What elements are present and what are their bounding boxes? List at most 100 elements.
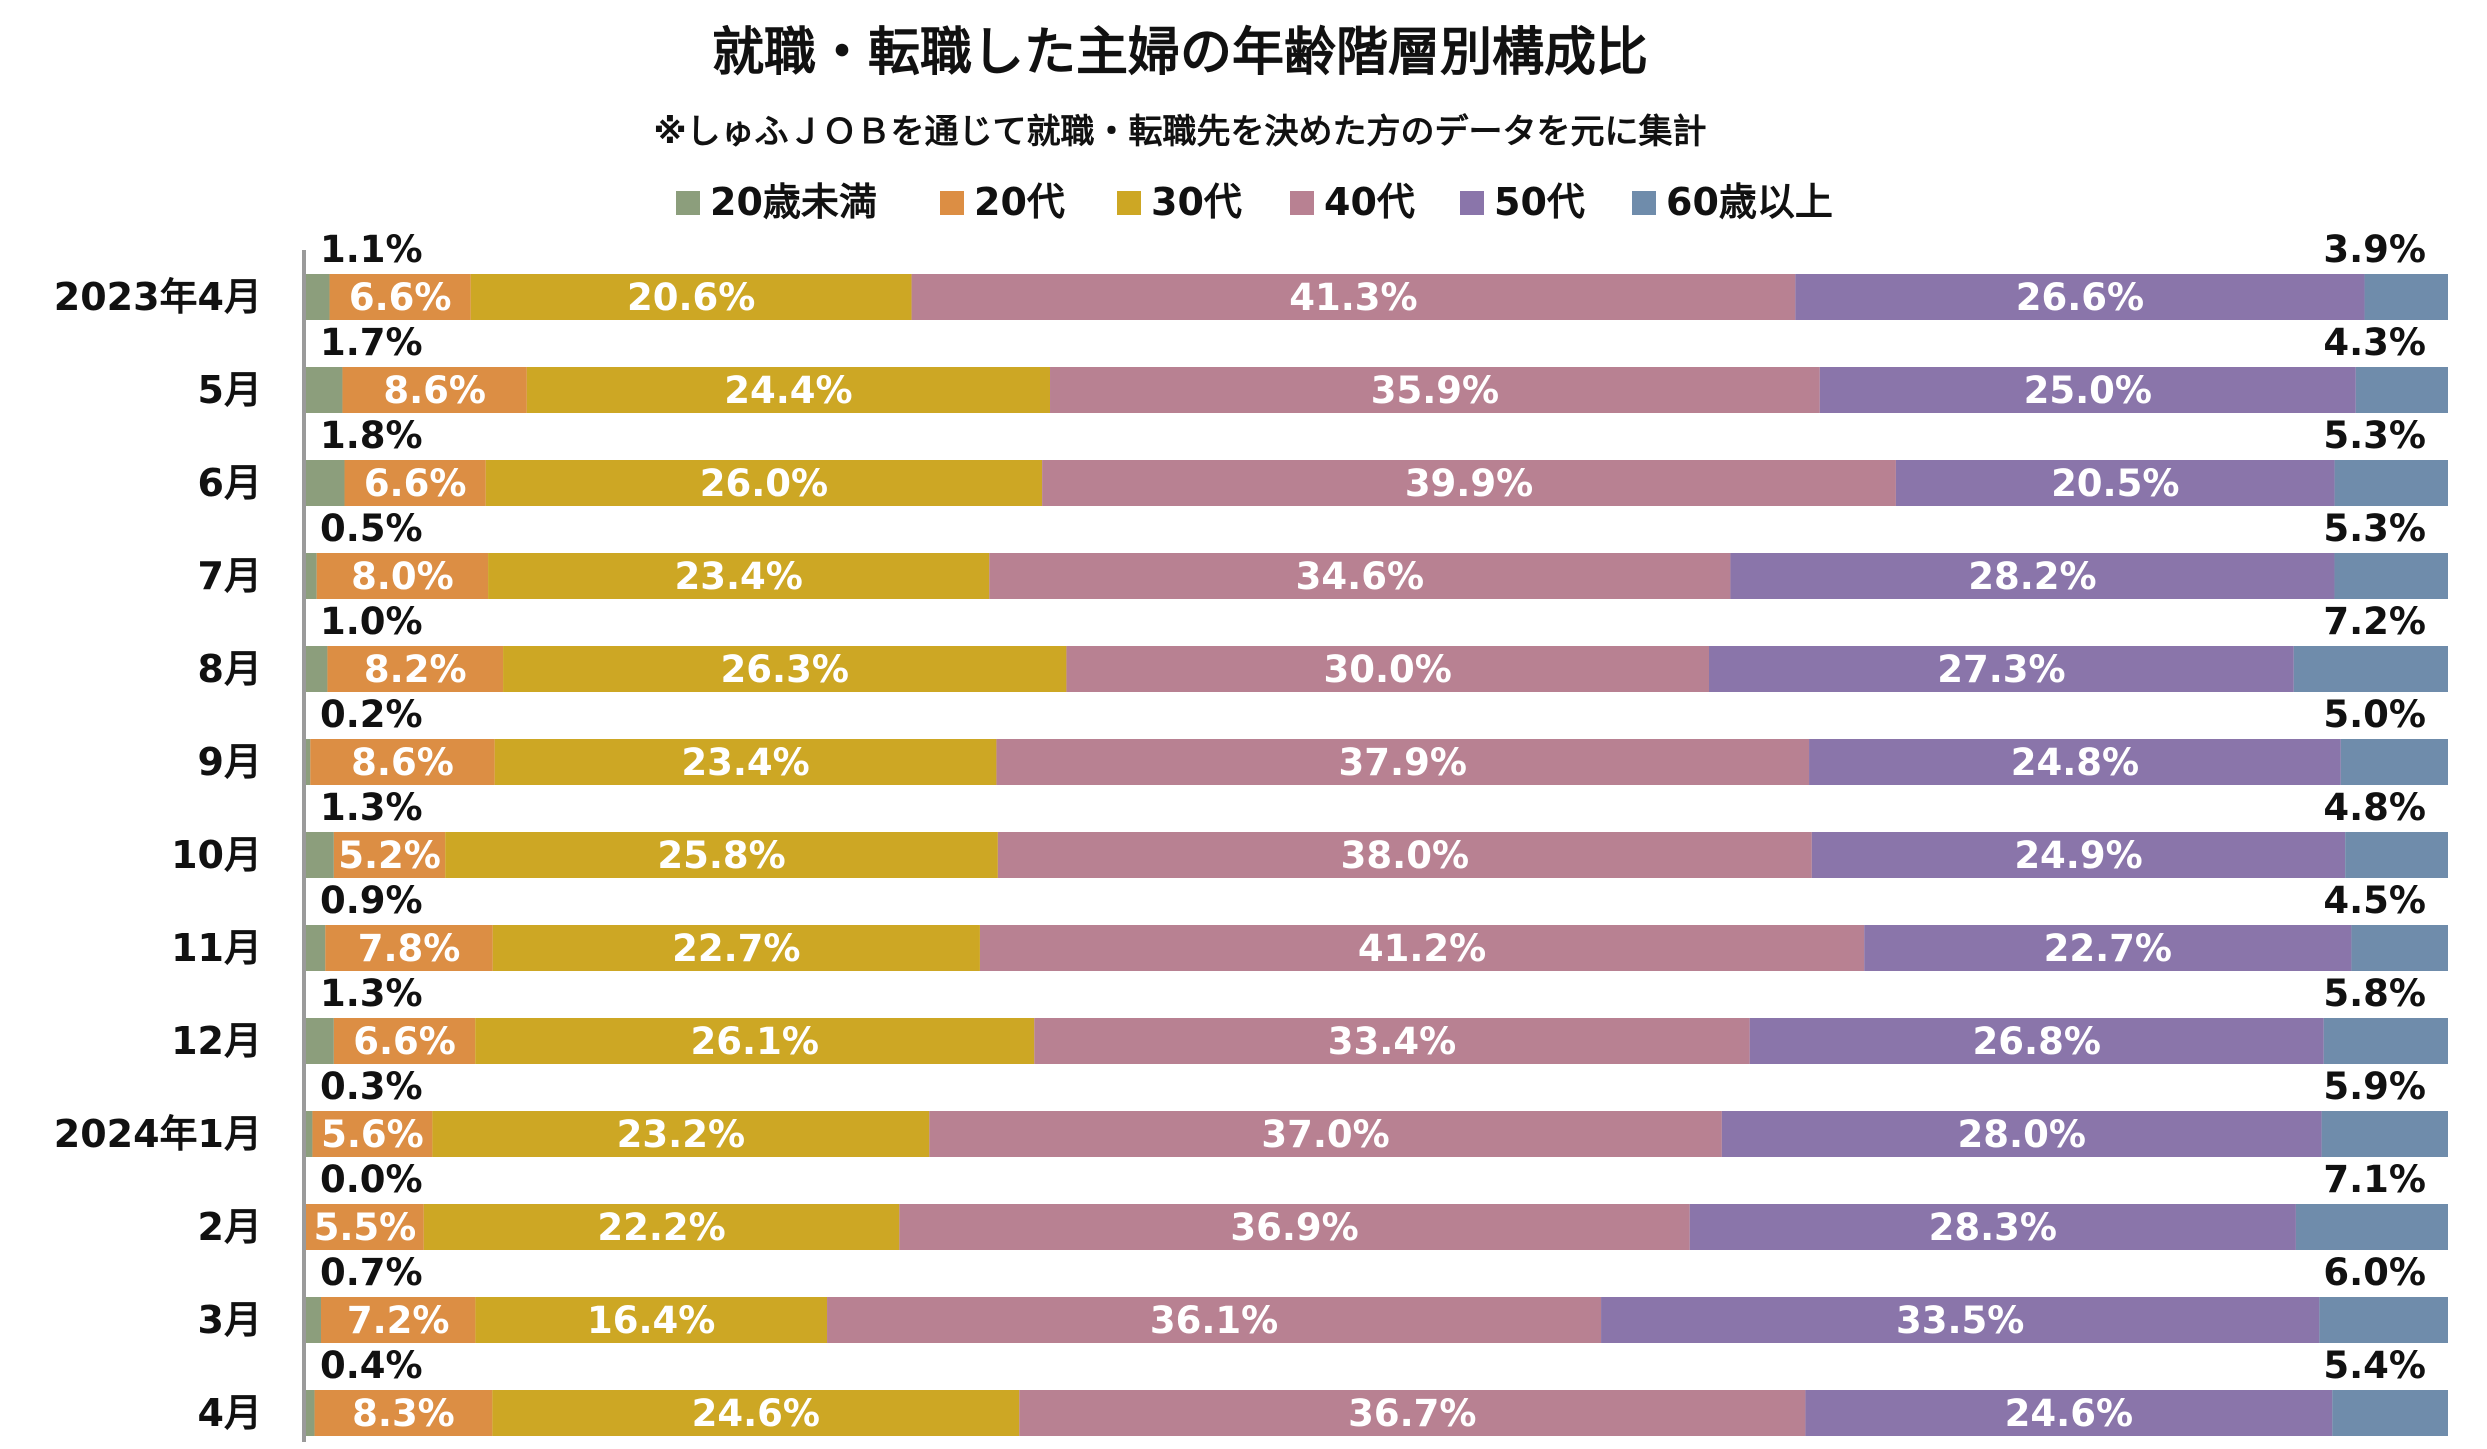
bar-segment-5-7 [2351,925,2448,971]
bar-segment-2-9 [432,1111,930,1157]
bar-segment-1-6 [333,832,446,878]
data-label-3-3: 34.6% [1296,555,1424,598]
data-label-2-1: 24.4% [724,369,852,412]
data-label-1-10: 5.5% [314,1206,417,1249]
data-label-4-11: 33.5% [1896,1299,2024,1342]
bar-segment-1-12 [314,1390,493,1436]
legend-swatch-5 [1632,191,1656,215]
category-label-8: 12月 [171,1019,262,1063]
bar-segment-4-0 [1795,274,2365,320]
data-label-0-7: 0.9% [320,879,423,922]
bar-segment-0-12 [306,1390,315,1436]
legend-label-4: 50代 [1494,180,1585,224]
bar-segment-1-1 [342,367,527,413]
data-label-3-7: 41.2% [1358,927,1486,970]
data-label-1-0: 6.6% [349,276,452,319]
bar-segment-0-8 [306,1018,334,1064]
data-label-5-9: 5.9% [2323,1065,2426,1108]
legend-swatch-4 [1460,191,1484,215]
legend-swatch-1 [940,191,964,215]
bar-segment-5-9 [2321,1111,2448,1157]
bar-segment-2-4 [503,646,1067,692]
data-label-4-1: 25.0% [2024,369,2152,412]
data-label-0-1: 1.7% [320,321,423,364]
data-label-1-12: 8.3% [352,1392,455,1435]
data-label-4-7: 22.7% [2044,927,2172,970]
data-label-3-1: 35.9% [1371,369,1499,412]
bar-segment-5-6 [2345,832,2448,878]
data-label-5-8: 5.8% [2323,972,2426,1015]
data-label-4-3: 28.2% [1968,555,2096,598]
bar-segment-5-11 [2319,1297,2448,1343]
data-label-0-8: 1.3% [320,972,423,1015]
bar-segment-1-8 [333,1018,476,1064]
data-label-2-5: 23.4% [681,741,809,784]
bar-segment-1-0 [329,274,471,320]
bar-segment-4-12 [1805,1390,2333,1436]
bar-segment-4-2 [1895,460,2335,506]
legend-label-2: 30代 [1151,180,1242,224]
data-label-0-12: 0.4% [320,1344,423,1387]
data-label-1-7: 7.8% [358,927,461,970]
category-label-12: 4月 [198,1391,262,1435]
data-label-2-3: 23.4% [674,555,802,598]
category-label-7: 11月 [171,926,262,970]
data-label-4-2: 20.5% [2051,462,2179,505]
bar-segment-5-0 [2364,274,2448,320]
data-label-0-6: 1.3% [320,786,423,829]
bar-segment-3-7 [979,925,1865,971]
bar-segment-3-4 [1066,646,1710,692]
data-label-3-9: 37.0% [1261,1113,1389,1156]
bar-segment-4-3 [1730,553,2335,599]
bar-area: 2023年4月 1.1% 6.6% 20.6% 41.3% 26.6% 3.9% 5月 1.7%… [54,228,2448,1436]
data-label-3-8: 33.4% [1328,1020,1456,1063]
data-label-1-9: 5.6% [321,1113,424,1156]
data-label-4-9: 28.0% [1958,1113,2086,1156]
bar-segment-5-10 [2295,1204,2448,1250]
bar-segment-5-2 [2334,460,2448,506]
bar-segment-2-5 [494,739,997,785]
bar-segment-0-4 [306,646,328,692]
bar-segment-0-0 [306,274,330,320]
data-label-4-10: 28.3% [1929,1206,2057,1249]
data-label-5-5: 5.0% [2323,693,2426,736]
bar-segment-4-11 [1601,1297,2320,1343]
data-label-0-3: 0.5% [320,507,423,550]
data-label-1-8: 6.6% [353,1020,456,1063]
category-label-5: 9月 [198,740,262,784]
bar-segment-2-11 [475,1297,828,1343]
data-label-0-4: 1.0% [320,600,423,643]
data-label-4-0: 26.6% [2016,276,2144,319]
data-label-1-3: 8.0% [351,555,454,598]
chart-subtitle: ※しゅふＪＯＢを通じて就職・転職先を決めた方のデータを元に集計 [653,112,1706,152]
bar-segment-3-3 [989,553,1731,599]
bar-segment-0-7 [306,925,326,971]
chart-title: 就職・転職した主婦の年齢階層別構成比 [712,23,1648,83]
data-label-5-1: 4.3% [2323,321,2426,364]
legend-label-3: 40代 [1324,180,1415,224]
data-label-5-11: 6.0% [2323,1251,2426,1294]
bar-segment-4-5 [1809,739,2341,785]
bar-segment-2-6 [445,832,998,878]
data-label-5-7: 4.5% [2323,879,2426,922]
data-label-1-2: 6.6% [364,462,467,505]
bar-segment-2-3 [488,553,990,599]
data-label-2-8: 26.1% [691,1020,819,1063]
legend-label-5: 60歳以上 [1666,180,1833,224]
bar-segment-0-9 [306,1111,313,1157]
bar-segment-3-9 [929,1111,1722,1157]
bar-segment-5-1 [2355,367,2448,413]
category-label-2: 6月 [198,461,262,505]
data-label-0-5: 0.2% [320,693,423,736]
bar-segment-2-12 [492,1390,1020,1436]
category-label-10: 2月 [198,1205,262,1249]
category-label-6: 10月 [171,833,262,877]
data-label-5-3: 5.3% [2323,507,2426,550]
legend-label-1: 20代 [974,180,1065,224]
bar-segment-3-11 [827,1297,1602,1343]
bar-segment-1-11 [321,1297,476,1343]
bar-segment-4-6 [1811,832,2346,878]
bar-segment-0-11 [306,1297,322,1343]
bar-segment-0-2 [306,460,345,506]
bar-segment-3-2 [1042,460,1896,506]
